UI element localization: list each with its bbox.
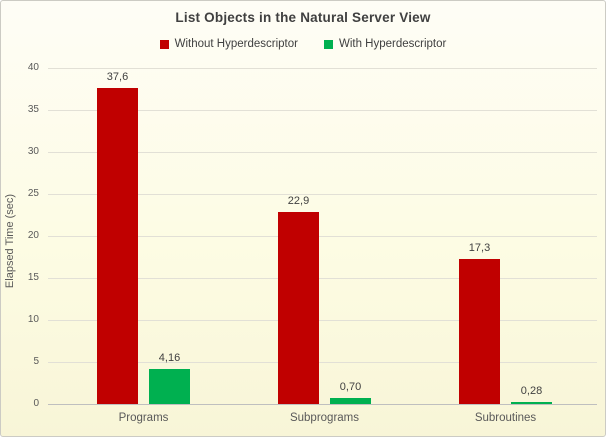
x-axis-line: [48, 404, 597, 405]
bar-without-hyperdescriptor: [97, 88, 138, 404]
legend-swatch-green-icon: [323, 39, 333, 49]
bar-with-hyperdescriptor: [149, 369, 190, 404]
chart-title: List Objects in the Natural Server View: [175, 10, 431, 25]
legend-label: Without Hyperdescriptor: [174, 38, 298, 50]
bar-value-label: 17,3: [468, 241, 491, 254]
gridline: [48, 320, 597, 321]
bar-value-label: 22,9: [287, 194, 310, 207]
legend-label: With Hyperdescriptor: [338, 38, 447, 50]
y-tick-label: 15: [27, 272, 39, 283]
bar-value-label: 37,6: [106, 71, 129, 84]
bar-without-hyperdescriptor: [278, 211, 319, 404]
gridline: [48, 110, 597, 111]
y-tick-label: 0: [33, 398, 39, 409]
bar-value-label: 0,70: [339, 381, 362, 394]
legend-swatch-red-icon: [159, 39, 169, 49]
gridline: [48, 152, 597, 153]
y-tick-label: 10: [27, 314, 39, 325]
bar-with-hyperdescriptor: [511, 401, 552, 404]
y-tick-label: 30: [27, 146, 39, 157]
y-tick-label: 5: [33, 356, 39, 367]
x-category-label: Subprograms: [289, 412, 360, 424]
legend: Without Hyperdescriptor With Hyperdescri…: [1, 38, 605, 50]
bar-value-label: 0,28: [520, 384, 543, 397]
x-category-label: Programs: [118, 412, 169, 424]
y-tick-label: 20: [27, 230, 39, 241]
y-tick-label: 40: [27, 62, 39, 73]
y-tick-label: 25: [27, 188, 39, 199]
gridline: [48, 278, 597, 279]
gridline: [48, 194, 597, 195]
legend-item-with-hyperdescriptor: With Hyperdescriptor: [323, 38, 447, 50]
y-tick-label: 35: [27, 104, 39, 115]
gridline: [48, 236, 597, 237]
bar-with-hyperdescriptor: [330, 398, 371, 404]
bar-without-hyperdescriptor: [459, 258, 500, 404]
gridline: [48, 362, 597, 363]
bar-value-label: 4,16: [158, 352, 181, 365]
gridline: [48, 68, 597, 69]
legend-item-without-hyperdescriptor: Without Hyperdescriptor: [159, 38, 298, 50]
x-category-label: Subroutines: [474, 412, 537, 424]
